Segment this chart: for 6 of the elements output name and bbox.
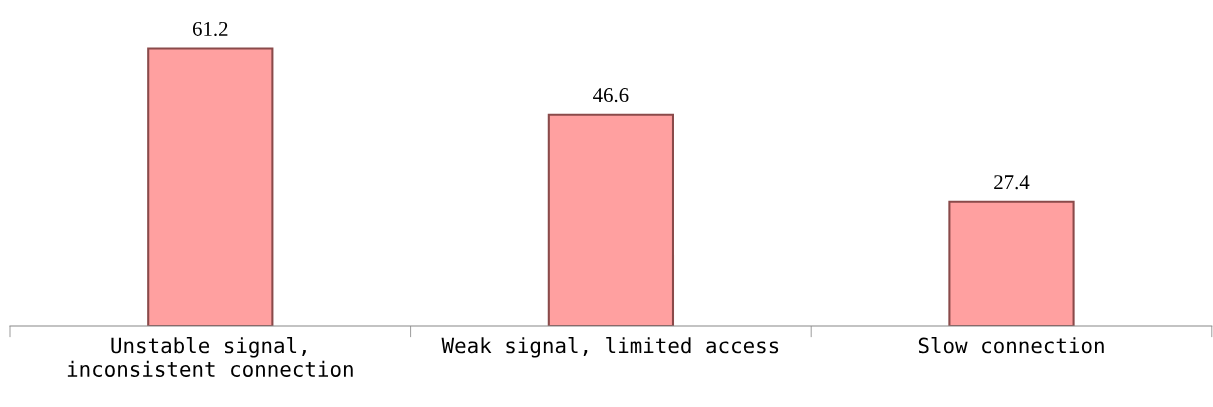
x-tick-label: Unstable signal, inconsistent connection [67, 337, 353, 377]
data-label: 27.4 [994, 175, 1030, 190]
x-tick-label: Slow connection [918, 337, 1104, 354]
data-label: 46.6 [593, 88, 629, 103]
data-label: 61.2 [192, 21, 228, 36]
x-tick-label: Weak signal, limited access [441, 337, 779, 358]
